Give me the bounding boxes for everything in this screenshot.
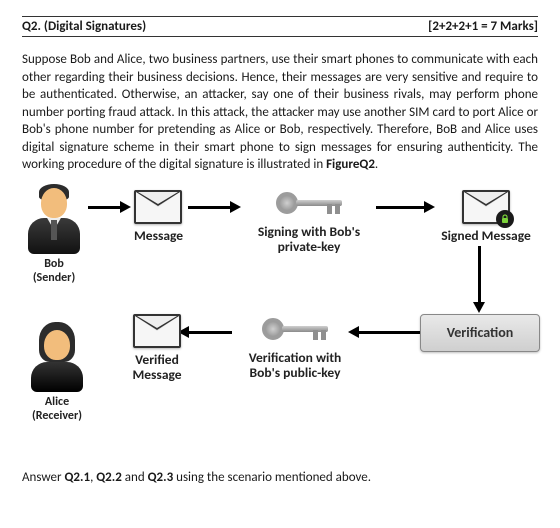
paragraph-tail: . [375,157,378,172]
paragraph-body: Suppose Bob and Alice, two business part… [22,52,538,172]
verify-key-node: Verification with Bob's public-key [230,318,360,381]
verified-label-2: Message [122,367,192,383]
person-icon [29,322,85,392]
key-icon [276,192,342,220]
verified-label-1: Verified [122,352,192,368]
question-paragraph: Suppose Bob and Alice, two business part… [22,51,538,174]
arrow [376,206,426,209]
signature-diagram: Bob (Sender) Message Signing with Bob's … [22,184,538,454]
signing-label-2: private-key [244,239,374,255]
arrow-head [120,201,131,213]
alice-role: (Receiver) [22,410,92,424]
verified-message-node: Verified Message [122,314,192,383]
verify-label-2: Bob's public-key [230,365,360,381]
footer-q1: Q2.1 [65,470,91,485]
envelope-icon [134,190,182,224]
arrow [88,206,122,209]
footer-q3: Q2.3 [148,470,174,485]
envelope-icon [462,190,510,224]
lock-icon [496,210,514,228]
footer-prefix: Answer [22,470,65,485]
arrow-head [473,302,485,313]
arrow-head [230,201,241,213]
footer-suffix: using the scenario mentioned above. [173,470,371,485]
alice-name: Alice [22,396,92,410]
bob-node: Bob (Sender) [26,184,82,286]
arrow [478,246,481,304]
header-left: Q2. (Digital Signatures) [22,19,146,34]
signed-message-node: Signed Message [434,190,538,244]
arrow [188,331,232,334]
arrow [188,206,232,209]
alice-node: Alice (Receiver) [22,322,92,424]
verify-label-1: Verification with [230,350,360,366]
header-right: [2+2+2+1 = 7 Marks] [428,19,538,34]
envelope-icon [133,314,181,348]
person-icon [26,184,82,254]
key-icon [262,318,328,346]
signing-label-1: Signing with Bob's [244,224,374,240]
message-node: Message [134,190,183,244]
footer-q2: Q2.2 [96,470,122,485]
question-header: Q2. (Digital Signatures) [2+2+2+1 = 7 Ma… [22,16,538,37]
signed-label: Signed Message [434,228,538,244]
verification-label: Verification [447,324,514,341]
footer-instruction: Answer Q2.1, Q2.2 and Q2.3 using the sce… [22,470,538,485]
arrow [358,331,420,334]
footer-sep2: and [122,470,148,485]
figure-ref: FigureQ2 [326,157,375,172]
signing-key-node: Signing with Bob's private-key [244,192,374,255]
verification-node: Verification [420,314,540,352]
message-label: Message [134,228,183,244]
verification-box: Verification [420,314,540,352]
bob-name: Bob [26,258,82,272]
bob-role: (Sender) [26,272,82,286]
